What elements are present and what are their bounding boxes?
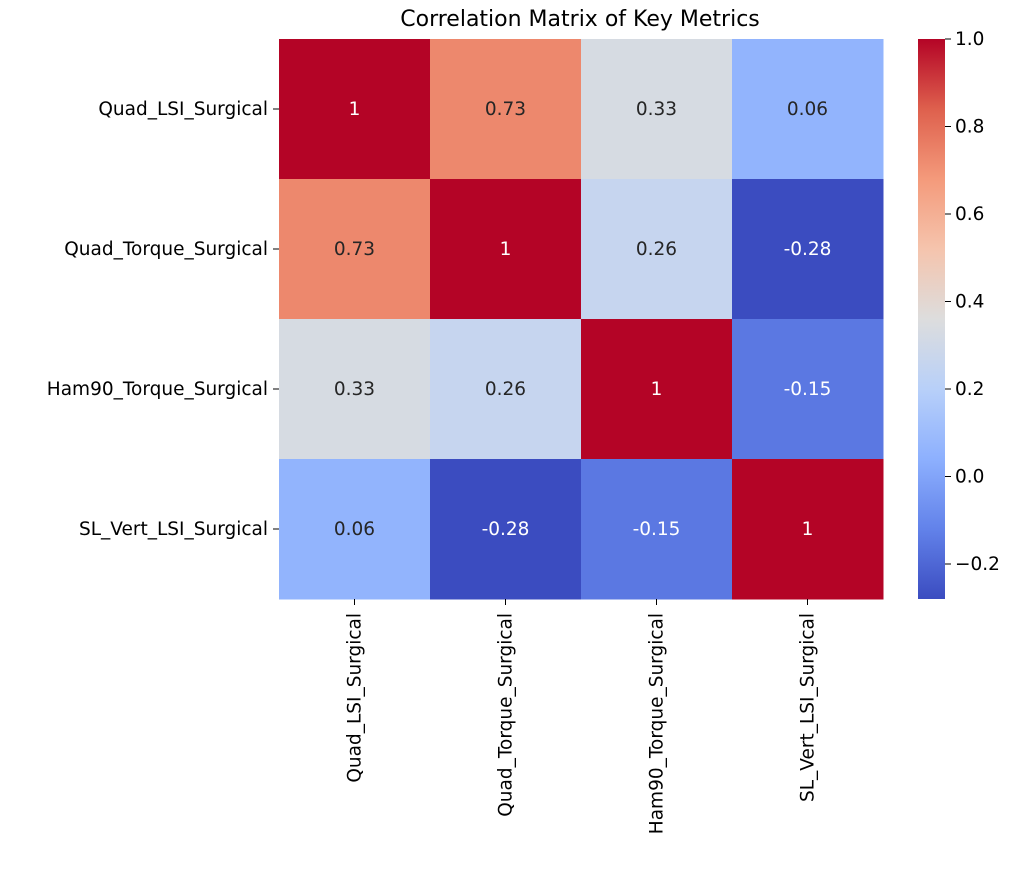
heatmap-cells: 1 0.73 0.33 0.06 0.73 1 0.26 -0.28 0.33 0.26 1 -0.1… — [279, 39, 884, 600]
heatmap-cell — [581, 39, 733, 180]
x-tick-label: Quad_LSI_Surgical — [345, 613, 366, 783]
x-axis-tick-labels: Quad_LSI_Surgical Quad_Torque_Surgical Ham… — [345, 599, 819, 834]
cell-value-label: 0.06 — [787, 99, 828, 120]
cell-value-label: -0.28 — [482, 519, 530, 540]
x-tick-label: SL_Vert_LSI_Surgical — [798, 613, 819, 802]
colorbar-tick-label: 1.0 — [955, 29, 984, 50]
colorbar-tick-label: 0.8 — [955, 117, 984, 138]
cell-value-label: 1 — [802, 519, 814, 540]
heatmap-cell — [581, 179, 733, 320]
cell-value-label: 0.33 — [636, 99, 677, 120]
colorbar: −0.2 0.0 0.2 0.4 0.6 0.8 1.0 — [918, 29, 1000, 599]
x-tick-label: Ham90_Torque_Surgical — [647, 613, 668, 834]
cell-value-label: 1 — [651, 379, 663, 400]
cell-value-label: 0.26 — [636, 239, 677, 260]
colorbar-gradient — [918, 39, 945, 599]
heatmap-cell — [581, 319, 733, 460]
cell-value-label: 1 — [349, 99, 361, 120]
heatmap-cell — [430, 39, 582, 180]
cell-value-label: 0.73 — [334, 239, 375, 260]
heatmap-cell — [279, 39, 431, 180]
colorbar-tick-label: 0.0 — [955, 467, 984, 488]
y-axis-tick-labels: Quad_LSI_Surgical Quad_Torque_Surgical Ham… — [47, 99, 279, 540]
heatmap-cell — [581, 459, 733, 600]
heatmap-cell — [279, 319, 431, 460]
heatmap-cell — [279, 459, 431, 600]
colorbar-tick-label: 0.4 — [955, 292, 984, 313]
cell-value-label: 0.06 — [334, 519, 375, 540]
heatmap-cell — [430, 459, 582, 600]
cell-value-label: -0.28 — [784, 239, 832, 260]
y-tick-label: Quad_Torque_Surgical — [64, 239, 268, 260]
heatmap-cell — [732, 459, 884, 600]
x-tick-label: Quad_Torque_Surgical — [496, 613, 517, 817]
colorbar-tick-label: 0.6 — [955, 204, 984, 225]
colorbar-tick-label: −0.2 — [955, 554, 1000, 575]
heatmap-cell — [279, 179, 431, 320]
heatmap-cell — [430, 319, 582, 460]
y-tick-label: SL_Vert_LSI_Surgical — [79, 519, 268, 540]
heatmap-cell — [732, 39, 884, 180]
cell-value-label: 0.26 — [485, 379, 526, 400]
cell-value-label: 0.73 — [485, 99, 526, 120]
heatmap-cell — [732, 179, 884, 320]
y-tick-label: Quad_LSI_Surgical — [98, 99, 268, 120]
heatmap-cell — [732, 319, 884, 460]
chart-title: Correlation Matrix of Key Metrics — [400, 7, 760, 32]
cell-value-label: -0.15 — [633, 519, 681, 540]
cell-value-label: -0.15 — [784, 379, 832, 400]
y-tick-label: Ham90_Torque_Surgical — [47, 379, 268, 400]
heatmap-cell — [430, 179, 582, 320]
cell-value-label: 1 — [500, 239, 512, 260]
cell-value-label: 0.33 — [334, 379, 375, 400]
colorbar-tick-label: 0.2 — [955, 379, 984, 400]
